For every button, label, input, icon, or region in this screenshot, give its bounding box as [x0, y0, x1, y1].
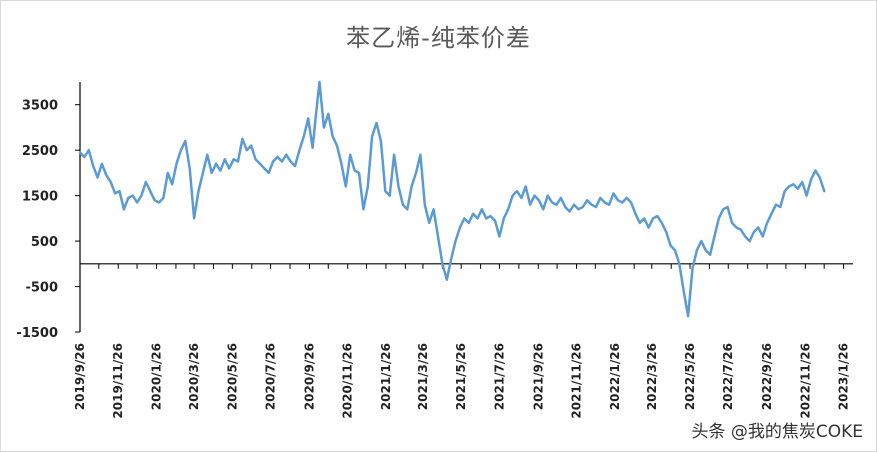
x-tick-label: 2021/9/26 [531, 343, 545, 410]
x-tick-label: 2020/1/26 [149, 343, 163, 410]
x-tick-label: 2022/7/26 [721, 343, 735, 410]
y-tick-label: 500 [31, 235, 58, 250]
x-tick-label: 2019/9/26 [73, 343, 87, 410]
chart-title: 苯乙烯-纯苯价差 [346, 24, 531, 52]
x-tick-label: 2022/5/26 [683, 343, 697, 410]
x-tick-label: 2021/5/26 [454, 343, 468, 410]
watermark: 头条 @我的焦炭COKE [691, 422, 863, 442]
y-tick-label: -1500 [16, 326, 58, 341]
x-tick-label: 2020/3/26 [187, 343, 201, 410]
x-tick-label: 2021/7/26 [492, 343, 506, 410]
y-tick-label: 1500 [22, 190, 58, 205]
x-tick-label: 2020/9/26 [302, 343, 316, 410]
x-tick-label: 2022/9/26 [760, 343, 774, 410]
x-tick-label: 2020/5/26 [225, 343, 239, 410]
y-tick-label: 3500 [22, 99, 58, 114]
series-line [78, 80, 826, 318]
x-tick-label: 2022/11/26 [798, 343, 812, 419]
y-tick-label: 2500 [22, 144, 58, 159]
x-tick-label: 2022/1/26 [608, 343, 622, 410]
y-tick-label: -500 [25, 281, 58, 296]
x-tick-label: 2020/11/26 [341, 343, 355, 419]
x-tick-label: 2022/3/26 [645, 343, 659, 410]
x-tick-label: 2020/7/26 [264, 343, 278, 410]
x-axis: 2019/9/26 2019/11/26 2020/1/26 2020/3/26 202… [73, 263, 853, 419]
x-tick-label: 2021/1/26 [379, 343, 393, 410]
x-tick-label: 2019/11/26 [111, 343, 125, 419]
y-axis: 3500 2500 1500 500 -500 -1500 [16, 82, 81, 341]
x-tick-label: 2021/3/26 [416, 343, 430, 410]
x-tick-label: 2023/1/26 [837, 343, 851, 410]
x-tick-label: 2021/11/26 [570, 343, 584, 419]
series-group [78, 80, 826, 318]
